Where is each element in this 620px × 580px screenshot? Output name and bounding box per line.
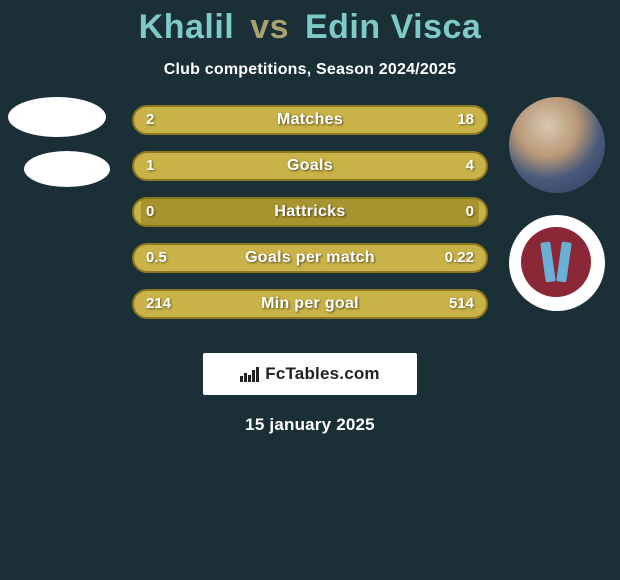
stats-area: 218Matches 14Goals 00Hattricks 0.50.22Goals… [0,105,620,345]
stat-label: Goals [134,153,486,179]
right-avatar-column [502,97,612,323]
vs-text: vs [250,8,289,46]
comparison-infographic: Khalil vs Edin Visca Club competitions, … [0,0,620,580]
player2-avatar [509,97,605,193]
stat-bar-row: 218Matches [132,105,488,135]
stat-label: Goals per match [134,245,486,271]
player2-club-badge [509,215,605,311]
player1-club-placeholder [24,151,110,187]
stat-bar-row: 14Goals [132,151,488,181]
comparison-bars: 218Matches 14Goals 00Hattricks 0.50.22Goals… [132,105,488,335]
subtitle: Club competitions, Season 2024/2025 [0,61,620,79]
stat-label: Min per goal [134,291,486,317]
comparison-title: Khalil vs Edin Visca [0,0,620,47]
stat-label: Matches [134,107,486,133]
club-badge-inner [521,227,591,297]
date-text: 15 january 2025 [0,415,620,435]
bar-chart-icon [240,366,260,382]
badge-stripe-icon [540,241,555,282]
stat-bar-row: 00Hattricks [132,197,488,227]
stat-bar-row: 214514Min per goal [132,289,488,319]
stat-bar-row: 0.50.22Goals per match [132,243,488,273]
badge-stripe-icon [556,241,571,282]
player2-name: Edin Visca [305,8,481,46]
brand-text: FcTables.com [265,364,380,384]
brand-attribution: FcTables.com [203,353,417,395]
player1-avatar-placeholder [8,97,106,137]
left-avatar-column [8,97,118,187]
stat-label: Hattricks [134,199,486,225]
player1-name: Khalil [139,8,235,46]
